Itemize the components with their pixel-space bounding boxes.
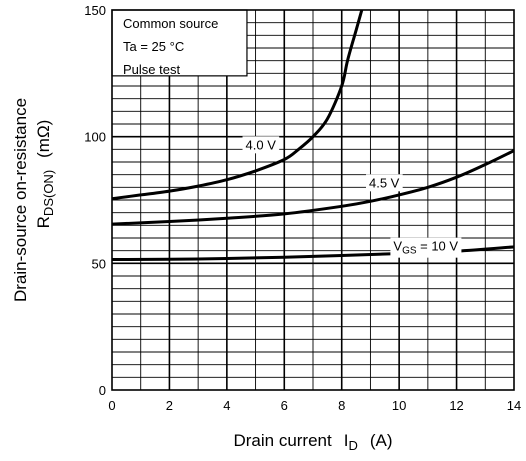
y-tick-label: 0: [99, 383, 106, 398]
y-axis-title-line2: RDS(ON) (mΩ): [34, 120, 56, 229]
label-background-10v: [390, 237, 462, 258]
label-background-4v: [242, 136, 280, 154]
conditions-box-background: [111, 9, 248, 77]
series-line-0: [111, 9, 364, 201]
y-tick-label: 150: [84, 3, 106, 18]
x-tick-label: 2: [166, 398, 173, 413]
x-tick-label: 4: [223, 398, 230, 413]
x-axis-title-main: Drain current: [233, 431, 332, 450]
x-tick-label: 6: [281, 398, 288, 413]
condition-pulse-test: Pulse test: [123, 62, 180, 77]
conditions-box: Common source Ta = 25 °C Pulse test: [111, 9, 248, 77]
curve-labels: 4.0 V 4.5 V VGS = 10 V: [242, 136, 462, 258]
y-axis-title-subscript: DS(ON): [41, 170, 56, 216]
x-tick-label: 14: [507, 398, 521, 413]
minor-grid: [112, 10, 514, 390]
condition-temperature: Ta = 25 °C: [123, 39, 184, 54]
x-tick-label: 10: [392, 398, 406, 413]
x-axis-title-unit: (A): [370, 431, 393, 450]
x-axis-title-symbol: I: [344, 431, 349, 450]
curve-label-4v: 4.0 V: [246, 137, 277, 152]
x-tick-label: 0: [108, 398, 115, 413]
x-axis-title-subscript: D: [348, 438, 357, 453]
x-tick-labels: 0 2 4 6 8 10 12 14: [108, 398, 521, 413]
y-axis-title-symbol: R: [34, 216, 53, 228]
curve-label-4-5v: 4.5 V: [369, 175, 400, 190]
vgs-main: V: [393, 239, 402, 254]
y-tick-labels: 0 50 100 150: [84, 3, 106, 398]
series-line-1: [111, 149, 515, 226]
plot-frame: [111, 9, 515, 391]
x-axis-title: Drain current ID (A): [233, 431, 392, 453]
vgs-subscript: GS: [402, 246, 417, 257]
y-axis-title-unit: (mΩ): [34, 120, 53, 158]
y-tick-label: 50: [92, 256, 106, 271]
y-tick-label: 100: [84, 130, 106, 145]
x-tick-label: 12: [449, 398, 463, 413]
label-background-4-5v: [365, 174, 403, 192]
vgs-suffix: = 10 V: [417, 239, 459, 254]
curve-label-vgs-10v: VGS = 10 V: [393, 239, 458, 257]
y-axis-title-line1: Drain-source on-resistance: [11, 98, 30, 302]
condition-common-source: Common source: [123, 16, 218, 31]
x-tick-label: 8: [338, 398, 345, 413]
